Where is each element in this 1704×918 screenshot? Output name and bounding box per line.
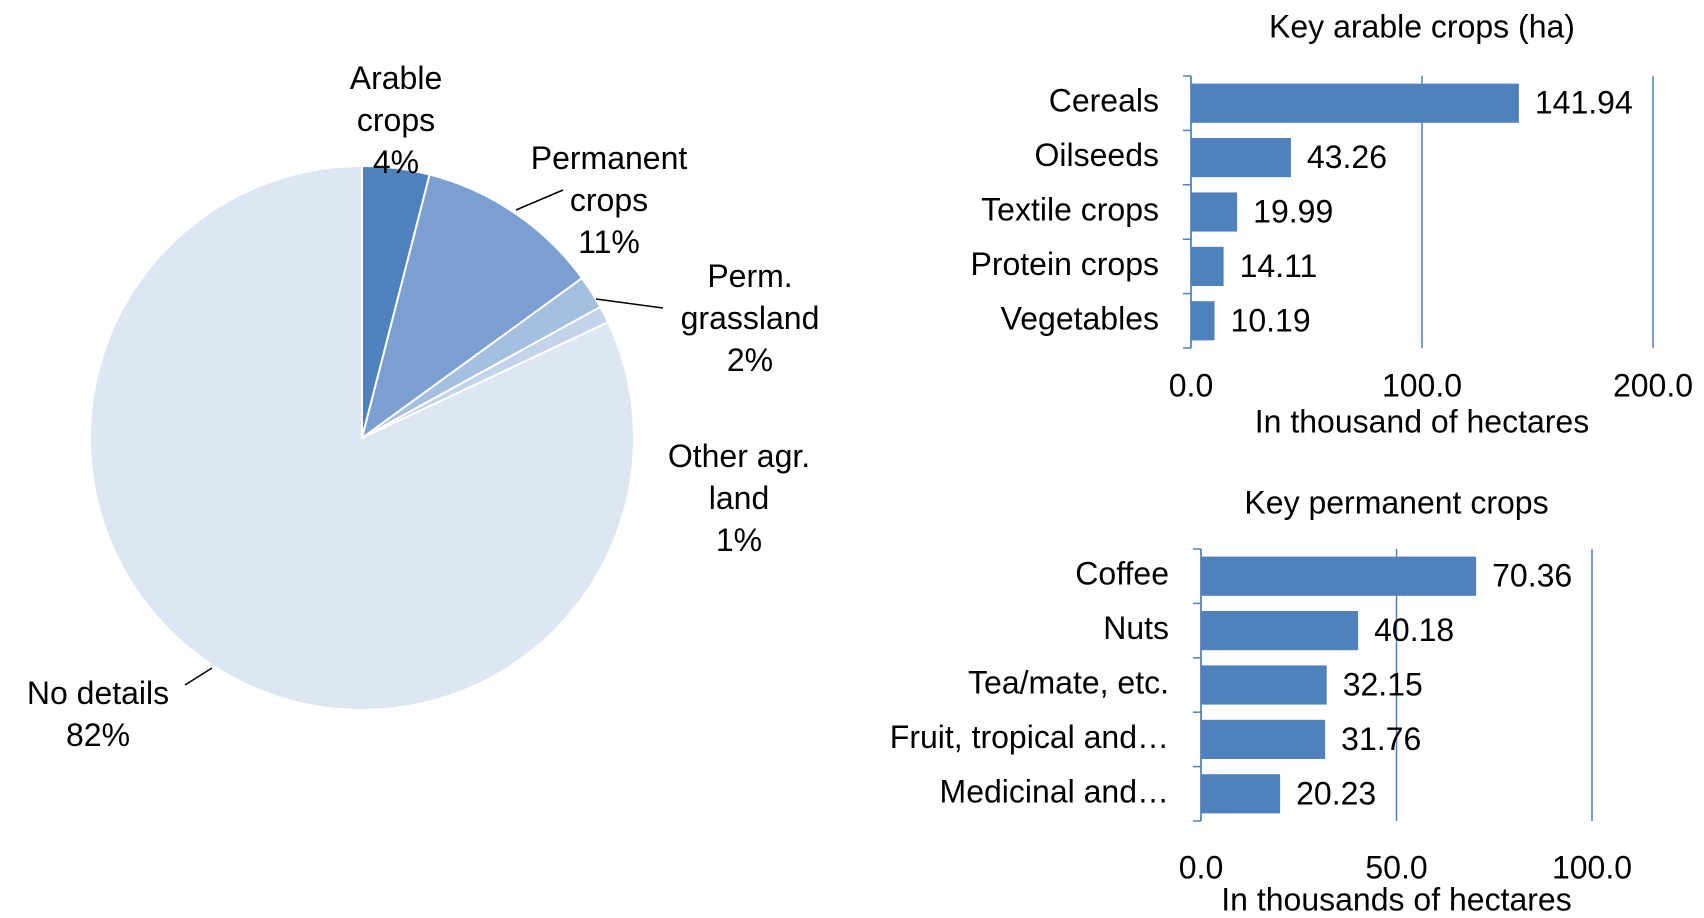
slice-value: 2% (726, 342, 774, 378)
slice-category: Other agr. land (667, 438, 811, 516)
y-tick-label: Vegetables (1001, 300, 1159, 336)
y-tick-label: Fruit, tropical and… (890, 719, 1169, 755)
slice-label: No details 82% (8, 672, 188, 756)
y-tick-label: Oilseeds (1035, 137, 1160, 173)
data-label: 19.99 (1253, 193, 1333, 229)
y-tick-label: Coffee (1075, 556, 1169, 592)
bar (1201, 611, 1359, 651)
leader-line (515, 189, 564, 211)
y-tick-label: Cereals (1049, 83, 1159, 119)
x-tick-label: 200.0 (1613, 367, 1693, 403)
pie-slice (360, 173, 584, 441)
y-tick-label: Tea/mate, etc. (968, 664, 1169, 700)
x-tick-label: 0.0 (1169, 367, 1213, 403)
x-tick-label: 50.0 (1365, 849, 1427, 885)
leader-line (184, 667, 213, 686)
pie-slice (89, 164, 635, 711)
chart-title: Key arable crops (ha) (1269, 8, 1575, 44)
y-tick-label: Nuts (1103, 610, 1169, 646)
bar (1191, 246, 1224, 286)
x-tick-label: 0.0 (1179, 849, 1223, 885)
bar (1191, 83, 1519, 123)
data-label: 31.76 (1341, 721, 1421, 757)
x-tick-label: 100.0 (1552, 849, 1632, 885)
data-label: 20.23 (1296, 775, 1376, 811)
slice-value: 1% (715, 522, 763, 558)
y-tick-label: Medicinal and… (940, 773, 1169, 809)
slice-value: 11% (578, 224, 640, 260)
bar (1191, 301, 1215, 341)
slice-value: 82% (65, 717, 131, 753)
data-label: 14.11 (1240, 248, 1318, 284)
bar (1201, 719, 1326, 759)
slice-label: Permanent crops 11% (524, 137, 694, 263)
data-label: 43.26 (1307, 139, 1387, 175)
slice-category: Permanent crops (530, 140, 688, 218)
bar (1191, 192, 1238, 232)
bar (1191, 138, 1291, 178)
bar (1201, 774, 1281, 814)
data-label: 32.15 (1343, 666, 1423, 702)
y-tick-label: Protein crops (970, 246, 1159, 282)
x-axis-label: In thousands of hectares (1221, 881, 1571, 917)
data-label: 10.19 (1231, 302, 1311, 338)
slice-label: Perm. grassland 2% (665, 255, 835, 381)
y-tick-label: Textile crops (981, 191, 1159, 227)
bar (1201, 665, 1327, 705)
bar (1201, 556, 1477, 596)
slice-category: No details (26, 675, 170, 711)
slice-category: Arable crops (349, 60, 443, 138)
chart-title: Key permanent crops (1244, 484, 1548, 520)
data-label: 40.18 (1374, 612, 1454, 648)
x-axis-label: In thousand of hectares (1255, 403, 1589, 439)
slice-value: 4% (372, 144, 420, 180)
slice-label: Other agr. land 1% (654, 435, 824, 561)
slice-label: Arable crops 4% (311, 57, 481, 183)
slice-category: Perm. grassland (680, 258, 820, 336)
data-label: 141.94 (1535, 85, 1633, 121)
leader-line (595, 298, 664, 309)
data-label: 70.36 (1492, 558, 1572, 594)
x-tick-label: 100.0 (1382, 367, 1462, 403)
